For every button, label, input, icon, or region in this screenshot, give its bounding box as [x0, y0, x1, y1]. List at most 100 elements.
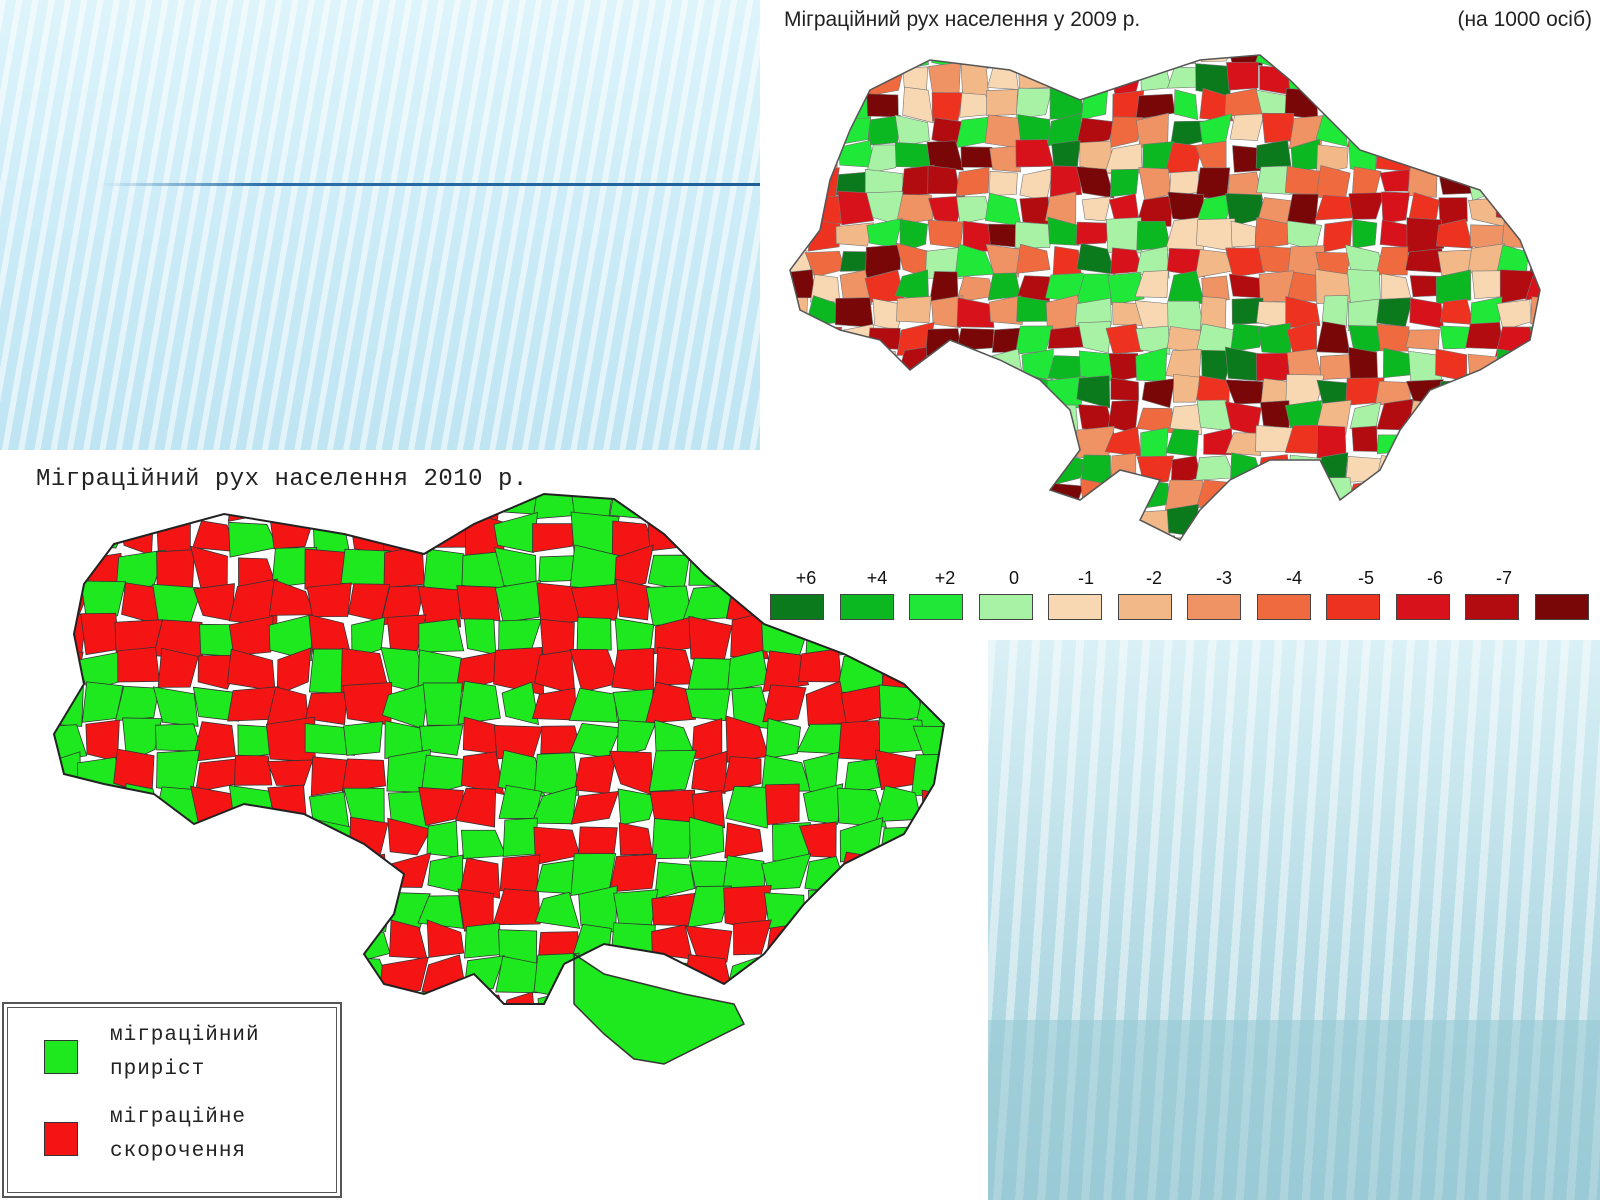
district-2009	[1347, 480, 1381, 508]
district-2009	[1348, 192, 1385, 220]
district-2009	[1436, 533, 1472, 540]
district-2010	[916, 616, 944, 660]
district-2010	[83, 956, 119, 999]
district-2010	[190, 862, 240, 890]
district-2010	[417, 585, 462, 628]
district-2010	[456, 585, 501, 621]
district-2009	[1195, 455, 1236, 481]
district-2009	[1075, 221, 1115, 245]
district-2009	[928, 399, 962, 427]
district-2010	[725, 549, 773, 589]
district-2009	[954, 451, 994, 487]
district-2010	[839, 494, 885, 513]
district-2010	[422, 682, 463, 726]
district-2010	[917, 928, 944, 960]
district-2010	[460, 829, 507, 860]
district-2009	[1228, 481, 1262, 510]
district-2009	[960, 509, 991, 538]
district-2009	[1529, 323, 1540, 348]
district-2009	[790, 453, 813, 487]
legend-2009-swatch	[770, 594, 824, 620]
district-2010	[805, 680, 849, 726]
district-2010	[914, 887, 944, 932]
legend-2009-label: +4	[866, 568, 888, 588]
district-2009	[1352, 219, 1378, 249]
district-2010	[688, 1067, 724, 1094]
district-2009	[1076, 533, 1115, 540]
district-2010	[312, 925, 353, 963]
district-2010	[651, 892, 696, 927]
district-2009	[804, 64, 839, 95]
district-2010	[959, 484, 964, 520]
district-2009	[902, 86, 934, 124]
legend-2009-swatch	[1534, 594, 1589, 620]
district-2009	[1404, 456, 1441, 487]
district-2010	[876, 545, 920, 593]
district-2010	[115, 925, 162, 962]
district-2009	[1138, 167, 1172, 201]
district-2010	[876, 1026, 922, 1066]
district-2009	[1049, 165, 1083, 197]
district-2010	[81, 853, 128, 893]
district-2009	[1256, 165, 1292, 195]
legend-2009-label: -1	[1077, 568, 1094, 588]
district-2010	[77, 922, 123, 967]
district-2010	[463, 618, 497, 656]
district-2010	[380, 494, 431, 523]
district-2009	[1023, 510, 1049, 536]
map-2010-legend: міграційний приріст міграційне скороченн…	[2, 1002, 342, 1198]
district-2009	[1287, 65, 1325, 92]
district-2010	[532, 523, 576, 553]
district-2009	[1527, 114, 1540, 149]
district-2010	[952, 750, 964, 788]
district-2010	[957, 921, 964, 965]
district-2010	[497, 991, 536, 1004]
district-2009	[869, 426, 902, 460]
district-2010	[878, 920, 925, 956]
district-2009	[895, 55, 929, 71]
district-2009	[1135, 347, 1168, 382]
district-2009	[1375, 483, 1410, 512]
district-2009	[1108, 502, 1144, 540]
district-2009	[1108, 116, 1144, 149]
district-2009	[1230, 323, 1265, 353]
district-2010	[308, 648, 346, 694]
district-2009	[835, 398, 871, 432]
district-2009	[1405, 528, 1438, 540]
district-2009	[1076, 243, 1116, 275]
district-2009	[955, 166, 990, 197]
district-2009	[1412, 93, 1445, 116]
district-2009	[1225, 432, 1262, 456]
district-2009	[1435, 66, 1472, 94]
district-2010	[54, 921, 84, 960]
district-2010	[460, 751, 505, 796]
district-2010	[959, 994, 964, 1028]
district-2010	[228, 855, 278, 893]
district-2010	[913, 1030, 952, 1069]
district-2009	[865, 400, 903, 433]
district-2009	[841, 431, 871, 460]
district-2009	[1466, 425, 1502, 456]
legend-2009-swatch	[839, 594, 894, 620]
legend-increase-label-2: приріст	[110, 1058, 206, 1081]
district-2009	[959, 55, 993, 68]
district-2009	[1467, 115, 1498, 143]
district-2009	[1170, 536, 1204, 540]
district-2010	[951, 688, 964, 723]
district-2010	[767, 511, 800, 558]
legend-2009-swatch	[978, 594, 1033, 620]
district-2010	[685, 925, 733, 963]
district-2009	[1225, 379, 1264, 405]
district-2010	[422, 991, 465, 1004]
district-2009	[987, 272, 1022, 301]
district-2010	[274, 886, 310, 931]
district-2009	[837, 190, 875, 226]
district-2010	[722, 756, 762, 793]
district-2009	[985, 407, 1023, 431]
district-2009	[926, 350, 963, 377]
district-2010	[386, 614, 427, 653]
district-2009	[1495, 165, 1535, 198]
district-2010	[610, 922, 656, 959]
district-2010	[192, 954, 235, 998]
district-2010	[689, 816, 725, 860]
